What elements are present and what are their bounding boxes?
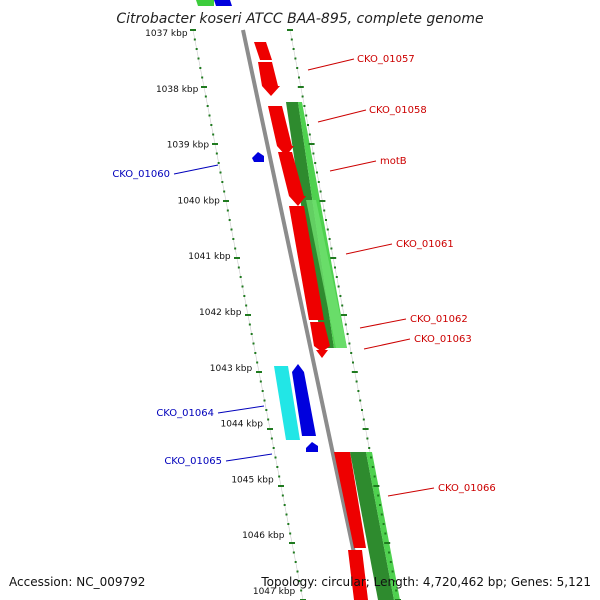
kbp-tick-label: 1041 kbp <box>188 252 231 262</box>
gene-label: CKO_01062 <box>410 314 468 325</box>
gene-leader-line <box>359 318 407 329</box>
kbp-tick-label: 1037 kbp <box>145 29 188 39</box>
cds-CKO_01061 <box>289 206 324 320</box>
gene-leader-line <box>173 164 219 175</box>
gene-label: CKO_01063 <box>414 334 472 345</box>
gene-leader-line <box>217 405 265 414</box>
gc-band-top <box>196 0 214 6</box>
gene-label: CKO_01061 <box>396 239 454 250</box>
gc-band-3 <box>306 200 347 348</box>
cds-CKO_01060 <box>252 152 264 162</box>
label-layer: CKO_01057 CKO_01058 motB CKO_01060 CKO_01061… <box>112 54 496 497</box>
gene-leader-line <box>345 243 393 255</box>
gc-band-2 <box>298 102 347 348</box>
cds-CKO_01064 <box>292 364 316 436</box>
kbp-tick-label: 1044 kbp <box>221 420 264 430</box>
summary-text: Topology: circular; Length: 4,720,462 bp… <box>260 575 591 589</box>
kbp-tick-label: 1046 kbp <box>242 531 285 541</box>
cds-CKO_01066-tail <box>348 550 368 600</box>
kbp-tick-label: 1047 kbp <box>253 587 296 597</box>
gene-leader-line <box>363 338 411 350</box>
gene-leader-line <box>307 58 355 71</box>
cds-CKO_01065 <box>306 442 318 452</box>
kbp-tick-label: 1040 kbp <box>177 196 220 206</box>
kbp-tick-label: 1043 kbp <box>210 364 253 374</box>
reverse-genes <box>214 0 318 452</box>
gene-label: motB <box>380 156 407 167</box>
kbp-tick-label: 1042 kbp <box>199 308 242 318</box>
gene-label: CKO_01066 <box>438 483 496 494</box>
gene-label: CKO_01064 <box>156 408 214 419</box>
cds-motB <box>278 152 306 206</box>
gene-label: CKO_01058 <box>369 105 427 116</box>
tick-layer: 1037 kbp 1038 kbp 1039 kbp 1040 kbp 1041 kbp… <box>145 29 401 600</box>
kbp-tick-label: 1039 kbp <box>167 141 210 151</box>
rna-CKO_01064 <box>274 366 300 440</box>
gene-label: CKO_01060 <box>112 169 170 180</box>
gc-band-1 <box>286 102 334 348</box>
map-title: Citrobacter koseri ATCC BAA-895, complet… <box>116 11 483 27</box>
gc-content-track <box>196 0 400 600</box>
genome-backbone <box>241 29 366 600</box>
cds-CKO_01058 <box>268 106 294 156</box>
cds-CKO_01062 <box>310 322 330 352</box>
cds-CKO_01057-a <box>254 42 272 60</box>
kbp-tick-label: 1045 kbp <box>231 475 274 485</box>
gc-band-4 <box>350 452 394 600</box>
cds-CKO_01066 <box>334 452 366 548</box>
cds-top-blue <box>214 0 232 6</box>
cds-CKO_01063 <box>316 350 328 358</box>
gene-leader-line <box>387 487 435 497</box>
cds-CKO_01057-b <box>258 62 280 96</box>
gene-label: CKO_01057 <box>357 54 415 65</box>
accession-text: Accession: NC_009792 <box>9 575 145 589</box>
kbp-tick-label: 1038 kbp <box>156 85 199 95</box>
gene-leader-line <box>317 109 367 123</box>
forward-genes <box>254 42 368 600</box>
gene-leader-line <box>329 160 377 172</box>
gene-leader-line <box>225 453 273 462</box>
gene-label: CKO_01065 <box>164 456 222 467</box>
